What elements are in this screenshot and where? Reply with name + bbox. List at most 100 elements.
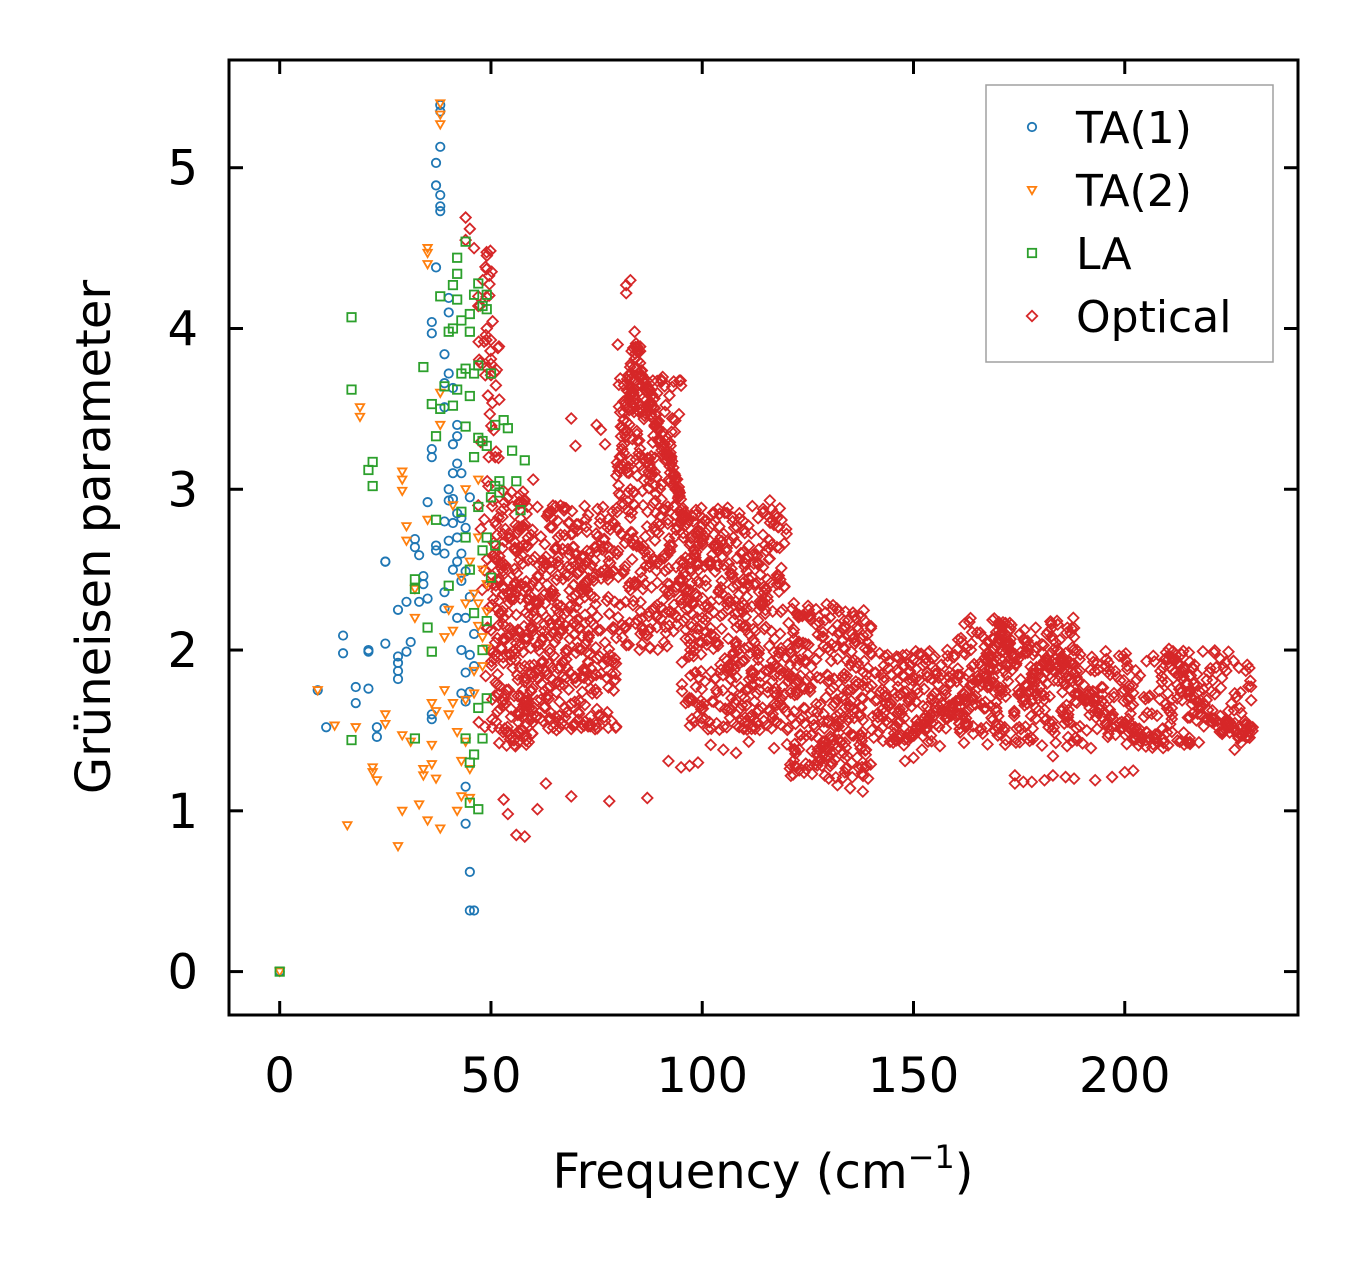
optical-point	[1097, 705, 1111, 719]
legend-item: Optical	[1025, 292, 1231, 343]
axis-ticks: 0 50 100 150 200 0 1 2 3 4 5	[167, 60, 1298, 1104]
optical-point	[843, 781, 857, 795]
optical-point	[609, 631, 623, 645]
optical-point	[559, 501, 573, 515]
optical-point	[882, 661, 896, 675]
optical-point	[1014, 722, 1028, 736]
optical-point	[663, 538, 677, 552]
optical-point	[1126, 679, 1140, 693]
ta-2-point	[396, 475, 408, 486]
optical-point	[658, 405, 672, 419]
optical-point	[782, 674, 796, 688]
optical-point	[789, 684, 803, 698]
optical-point	[619, 423, 633, 437]
optical-point	[530, 802, 544, 816]
optical-point	[552, 695, 566, 709]
optical-point	[687, 542, 701, 556]
optical-point	[714, 530, 728, 544]
optical-point	[826, 733, 840, 747]
ta-1-point	[426, 443, 437, 455]
optical-point	[763, 493, 777, 508]
optical-point	[1071, 675, 1085, 689]
ta-1-point	[371, 731, 382, 742]
la-point	[426, 646, 437, 657]
optical-point	[668, 425, 682, 439]
optical-point	[602, 607, 616, 621]
optical-point	[589, 545, 604, 559]
optical-point	[715, 587, 729, 601]
optical-point	[787, 705, 801, 719]
ta-2-point	[417, 764, 430, 776]
optical-point	[490, 528, 504, 542]
optical-point	[501, 563, 515, 577]
optical-point	[591, 623, 605, 637]
optical-point	[890, 649, 904, 663]
optical-point	[740, 564, 754, 578]
optical-point	[556, 670, 570, 684]
optical-point	[564, 598, 578, 612]
ta-2-point	[396, 731, 408, 742]
optical-point	[726, 580, 740, 594]
optical-point	[640, 519, 654, 534]
optical-point	[528, 550, 542, 564]
optical-point	[504, 586, 518, 600]
ta-1-point	[321, 722, 332, 733]
optical-point	[1084, 694, 1098, 708]
optical-point	[851, 622, 865, 636]
optical-point	[714, 663, 728, 677]
optical-point	[920, 666, 934, 680]
ta-2-point	[438, 633, 451, 644]
optical-point	[582, 623, 596, 637]
optical-point	[921, 670, 935, 684]
la-point	[435, 291, 446, 302]
optical-point	[925, 734, 939, 748]
optical-point	[665, 454, 679, 468]
optical-point	[1213, 725, 1227, 739]
optical-point	[639, 379, 653, 393]
optical-point	[739, 683, 753, 697]
optical-point	[772, 577, 786, 591]
optical-point	[865, 679, 879, 693]
optical-point	[512, 715, 526, 730]
optical-point	[1067, 772, 1081, 786]
optical-point	[544, 706, 558, 720]
optical-point	[679, 602, 693, 616]
ta-2-point	[434, 120, 447, 131]
optical-point	[791, 673, 805, 687]
optical-point	[615, 450, 629, 464]
optical-point	[1244, 680, 1258, 694]
optical-point	[864, 619, 878, 633]
ta-1-point	[452, 458, 463, 469]
optical-point	[884, 668, 898, 682]
optical-point	[765, 502, 779, 516]
optical-point	[965, 625, 979, 639]
optical-point	[536, 631, 550, 645]
optical-point	[762, 639, 776, 653]
optical-point	[1215, 671, 1229, 685]
optical-point	[1152, 684, 1166, 698]
la-point	[452, 268, 463, 279]
optical-point	[545, 661, 559, 675]
optical-point	[480, 249, 494, 263]
y-tick-label: 4	[167, 301, 198, 357]
ta-1-point	[426, 328, 437, 339]
optical-point	[682, 650, 696, 664]
optical-point	[501, 683, 516, 697]
ta-1-point	[337, 648, 349, 659]
optical-point	[799, 729, 813, 743]
optical-point	[1200, 673, 1214, 687]
optical-point	[751, 653, 765, 667]
optical-point	[742, 682, 756, 696]
optical-point	[541, 688, 555, 702]
optical-point	[1113, 673, 1127, 687]
optical-point	[727, 613, 741, 627]
optical-point	[983, 660, 997, 674]
optical-point	[530, 710, 544, 724]
ta-1-point	[456, 468, 467, 479]
ta-1-point	[468, 905, 480, 916]
optical-point	[1088, 664, 1102, 678]
optical-point	[705, 694, 719, 708]
optical-point	[496, 617, 510, 631]
optical-point	[1140, 706, 1154, 720]
